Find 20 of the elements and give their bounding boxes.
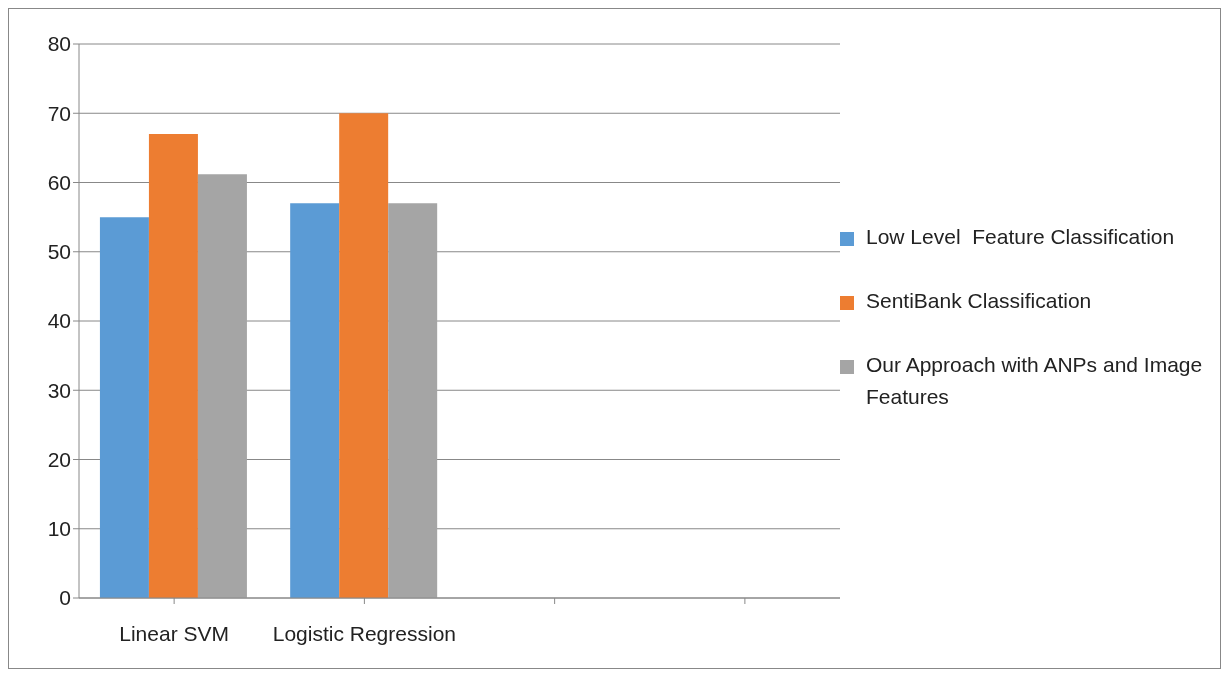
bar — [148, 134, 198, 598]
bar — [339, 113, 389, 598]
y-tick-label: 40 — [47, 309, 71, 333]
legend-label: Low Level Feature Classification — [866, 223, 1175, 250]
bar — [290, 203, 340, 598]
x-tick-label: Logistic Regression — [272, 621, 457, 645]
legend-label: SentiBank Classification — [866, 287, 1092, 314]
bar — [99, 217, 149, 598]
bar — [197, 174, 247, 598]
y-tick-label: 60 — [47, 170, 71, 194]
bar — [388, 203, 438, 598]
y-tick-label: 0 — [59, 586, 71, 610]
y-tick-label: 30 — [47, 378, 71, 402]
legend-label: Our Approach with ANPs and Image Features — [866, 351, 1204, 410]
y-tick-label: 10 — [47, 517, 71, 541]
y-tick-label: 20 — [47, 447, 71, 471]
y-tick-label: 50 — [47, 240, 71, 264]
y-tick-label: 70 — [47, 101, 71, 125]
x-tick-label: Linear SVM — [119, 621, 229, 645]
y-tick-label: 80 — [47, 32, 71, 56]
